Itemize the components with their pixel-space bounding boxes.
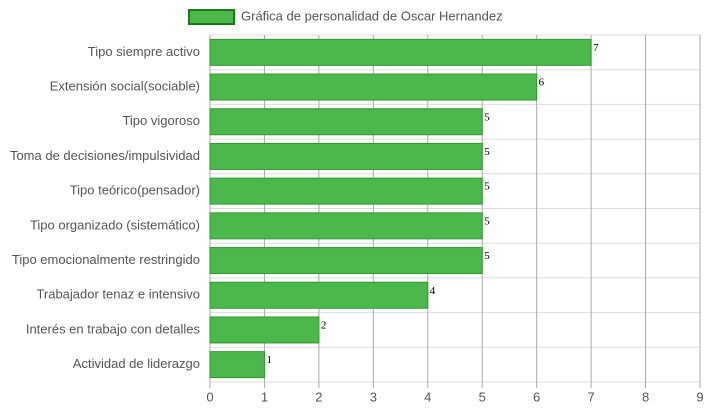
- data-label: 5: [484, 215, 490, 227]
- y-tick-label: Tipo siempre activo: [88, 44, 200, 59]
- y-tick-label: Interés en trabajo con detalles: [26, 321, 201, 336]
- bar: [209, 281, 429, 309]
- x-tick-label: 9: [696, 389, 703, 404]
- bar: [209, 142, 483, 170]
- x-tick-label: 7: [587, 389, 594, 404]
- data-label: 2: [321, 319, 327, 331]
- bar: [209, 38, 592, 66]
- x-tick-label: 1: [261, 389, 268, 404]
- bar: [209, 247, 483, 275]
- x-tick-label: 0: [206, 389, 213, 404]
- data-label: 1: [266, 354, 272, 366]
- data-label: 5: [484, 146, 490, 158]
- x-tick-label: 5: [479, 389, 486, 404]
- x-tick-label: 6: [533, 389, 540, 404]
- bar: [209, 212, 483, 240]
- data-label: 4: [430, 285, 436, 297]
- data-label: 7: [593, 42, 599, 54]
- x-tick-label: 8: [642, 389, 649, 404]
- data-label: 6: [539, 77, 545, 89]
- bar: [209, 177, 483, 205]
- bar: [209, 316, 320, 344]
- x-tick-label: 3: [370, 389, 377, 404]
- data-label: 5: [484, 181, 490, 193]
- data-label: 5: [484, 111, 490, 123]
- y-tick-label: Tipo organizado (sistemático): [30, 217, 200, 232]
- y-tick-label: Tipo vigoroso: [122, 113, 200, 128]
- bar: [209, 351, 265, 379]
- data-label: 5: [484, 250, 490, 262]
- legend-swatch: [188, 9, 235, 25]
- y-tick-label: Tipo teórico(pensador): [70, 183, 200, 198]
- y-tick-label: Actividad de liderazgo: [73, 356, 200, 371]
- y-tick-label: Toma de decisiones/impulsividad: [10, 148, 200, 163]
- x-tick-label: 2: [315, 389, 322, 404]
- legend-label: Gráfica de personalidad de Oscar Hernand…: [241, 8, 503, 23]
- x-tick-label: 4: [424, 389, 431, 404]
- y-tick-label: Tipo emocionalmente restringido: [12, 252, 200, 267]
- y-tick-label: Extensión social(sociable): [50, 78, 200, 93]
- bar: [209, 108, 483, 136]
- y-tick-label: Trabajador tenaz e intensivo: [36, 287, 200, 302]
- bar: [209, 73, 538, 101]
